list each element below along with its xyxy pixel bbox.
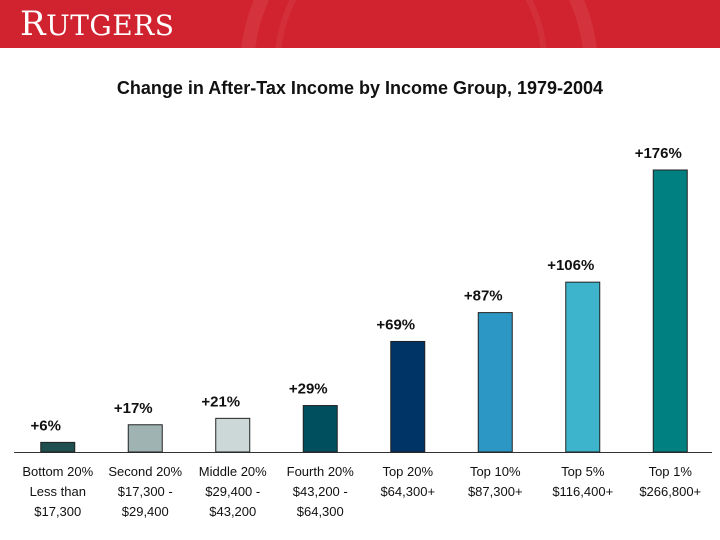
bar-3 [215,417,251,453]
category-label-8-line-1: Top 1% [649,464,693,479]
bar-6 [477,312,513,453]
bar-4 [302,405,338,453]
bar-7 [565,281,601,453]
category-label-5-line-2: $64,300+ [380,484,435,499]
bar-5 [390,340,426,453]
category-label-3-line-1: Middle 20% [199,464,267,479]
data-label-4: +29% [289,381,328,398]
data-label-3: +21% [201,393,240,410]
category-label-3-line-3: $43,200 [209,504,256,519]
category-label-6-line-1: Top 10% [470,464,521,479]
data-label-1: +6% [31,417,61,434]
category-label-1-line-3: $17,300 [34,504,81,519]
category-label-2-line-1: Second 20% [108,464,182,479]
category-label-4-line-2: $43,200 - [293,484,348,499]
header-banner: RUTGERS [0,0,720,48]
category-label-4-line-3: $64,300 [297,504,344,519]
category-label-6-line-2: $87,300+ [468,484,523,499]
category-label-8-line-2: $266,800+ [639,484,701,499]
bar-2 [127,424,163,453]
data-label-6: +87% [464,288,503,305]
data-label-5: +69% [376,316,415,333]
category-label-1-line-1: Bottom 20% [22,464,93,479]
category-label-2-line-3: $29,400 [122,504,169,519]
category-label-4-line-1: Fourth 20% [287,464,355,479]
bar-8 [652,169,688,453]
category-label-5-line-1: Top 20% [382,464,433,479]
category-label-1-line-2: Less than [30,484,86,499]
category-label-7-line-1: Top 5% [561,464,605,479]
data-label-7: +106% [547,257,594,274]
bar-1 [40,441,76,453]
category-label-2-line-2: $17,300 - [118,484,173,499]
data-label-2: +17% [114,400,153,417]
category-label-7-line-2: $116,400+ [552,484,613,499]
rutgers-logo: RUTGERS [20,4,175,44]
chart-title: Change in After-Tax Income by Income Gro… [116,78,604,98]
data-label-8: +176% [635,145,682,162]
category-label-3-line-2: $29,400 - [205,484,260,499]
